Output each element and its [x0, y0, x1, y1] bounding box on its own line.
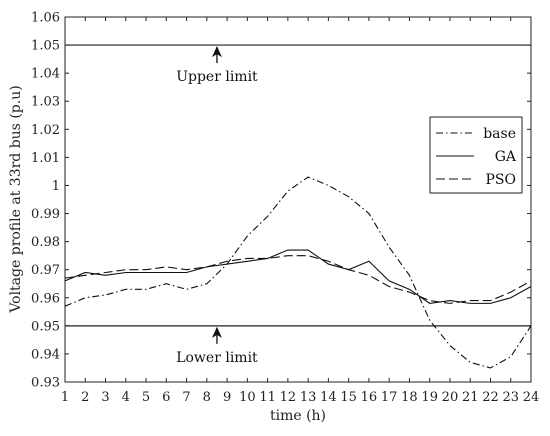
- y-tick-label: 0.99: [31, 207, 60, 222]
- y-axis-ticks: 0.93 0.94 0.95 0.96 0.97 0.98 0.99 1 1.01 1.02 1.0…: [31, 11, 531, 391]
- x-tick-label: 24: [523, 390, 540, 405]
- y-tick-label: 1.06: [31, 11, 60, 26]
- series-line-pso: [64, 255, 532, 304]
- x-tick-label: 10: [239, 390, 256, 405]
- x-tick-label: 18: [401, 390, 418, 405]
- x-axis-ticks: 1 2 3 4 5 6 7 8 9 10 11 12 13 14 15 16 17 18 19 20 21 22 23 24: [61, 17, 539, 405]
- x-tick-label: 9: [223, 390, 231, 405]
- plot-area: [64, 16, 532, 383]
- limit-arrow-head-icon: [211, 46, 222, 58]
- legend-entry: GA: [495, 149, 517, 165]
- y-tick-label: 1: [52, 179, 60, 194]
- x-tick-label: 22: [482, 390, 499, 405]
- y-tick-label: 1.02: [31, 123, 60, 138]
- x-tick-label: 5: [142, 390, 150, 405]
- x-tick-label: 16: [361, 390, 378, 405]
- limit-arrow-head-icon: [211, 326, 222, 338]
- x-tick-label: 12: [280, 390, 297, 405]
- x-tick-label: 13: [300, 390, 317, 405]
- x-tick-label: 21: [462, 390, 479, 405]
- y-tick-label: 1.04: [31, 67, 60, 82]
- series-line-ga: [64, 249, 532, 304]
- reference-lines: Upper limit Lower limit: [65, 44, 531, 366]
- x-tick-label: 20: [442, 390, 459, 405]
- x-tick-label: 17: [381, 390, 398, 405]
- legend: base GA PSO: [429, 116, 523, 194]
- x-tick-label: 4: [122, 390, 130, 405]
- y-tick-label: 1.03: [31, 95, 60, 110]
- x-tick-label: 19: [421, 390, 438, 405]
- series-layer: [64, 176, 532, 369]
- y-tick-label: 0.95: [31, 319, 60, 334]
- x-tick-label: 8: [203, 390, 211, 405]
- legend-entry: base: [483, 126, 516, 142]
- x-tick-label: 15: [340, 390, 357, 405]
- y-tick-label: 0.96: [31, 291, 60, 306]
- x-axis-label: time (h): [270, 408, 326, 424]
- y-axis-label: Voltage profile at 33rd bus (p.u): [8, 85, 24, 313]
- limit-label: Lower limit: [176, 350, 258, 366]
- x-tick-label: 23: [502, 390, 519, 405]
- x-tick-label: 6: [162, 390, 170, 405]
- x-tick-label: 1: [61, 390, 69, 405]
- limit-label: Upper limit: [176, 69, 258, 85]
- y-tick-label: 1.05: [31, 39, 60, 54]
- y-tick-label: 0.93: [31, 376, 60, 391]
- x-tick-label: 2: [81, 390, 89, 405]
- x-tick-label: 11: [259, 390, 276, 405]
- legend-entry: PSO: [486, 172, 517, 188]
- legend-box: [429, 116, 523, 194]
- x-tick-label: 14: [320, 390, 337, 405]
- y-tick-label: 1.01: [31, 151, 60, 166]
- y-tick-label: 0.94: [31, 347, 60, 362]
- x-tick-label: 7: [182, 390, 190, 405]
- y-tick-label: 0.97: [31, 263, 60, 278]
- x-tick-label: 3: [101, 390, 109, 405]
- series-line-base: [64, 176, 532, 369]
- y-tick-label: 0.98: [31, 235, 60, 250]
